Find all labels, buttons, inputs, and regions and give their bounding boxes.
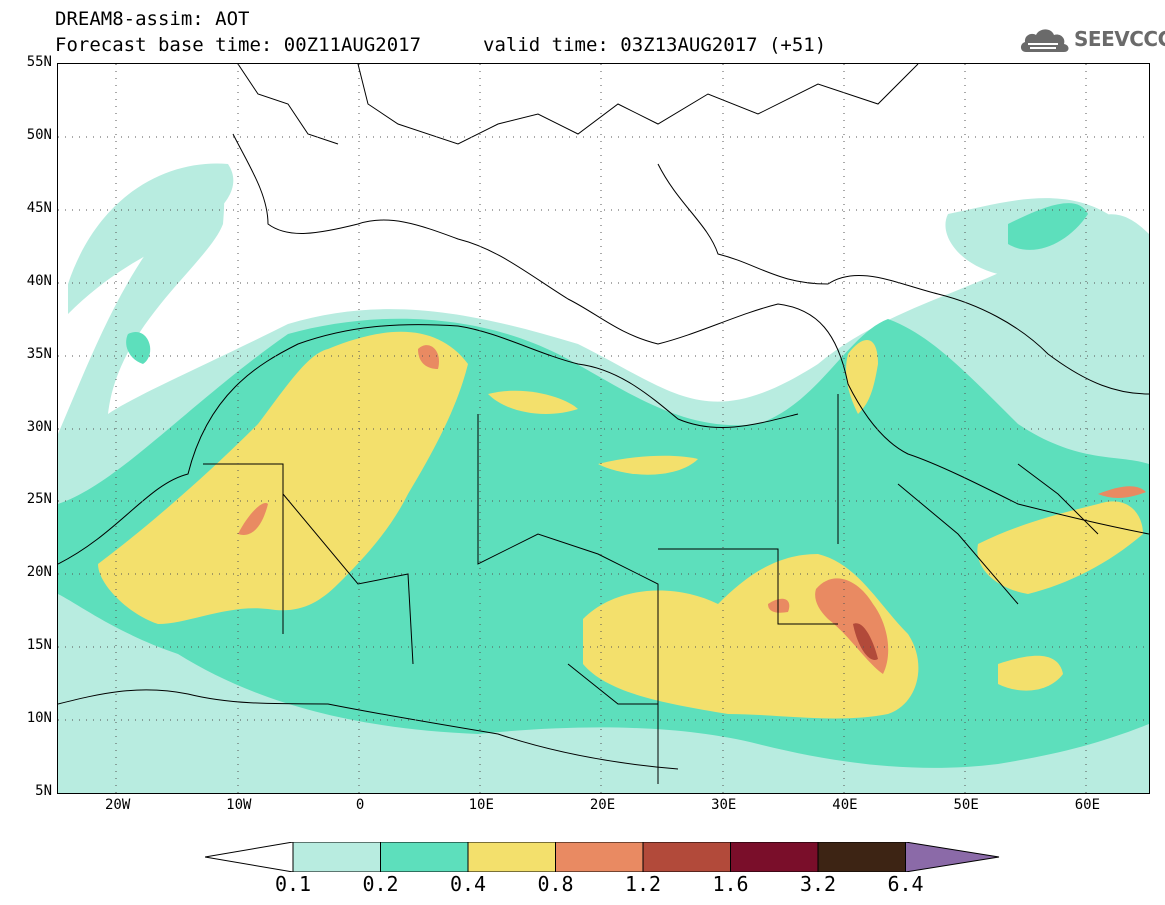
map-canvas xyxy=(57,63,1150,793)
country-boundaries xyxy=(57,63,1150,784)
colorbar-label: 0.2 xyxy=(362,872,399,896)
colorbar-max-arrow xyxy=(905,842,1000,872)
lat-label: 35N xyxy=(26,345,52,362)
lon-label: 20E xyxy=(589,797,616,813)
lon-label: 60E xyxy=(1074,797,1101,813)
colorbar-swatch xyxy=(642,842,731,872)
colorbar-swatch xyxy=(292,842,381,872)
colorbar-swatches xyxy=(205,842,1000,872)
lon-label: 50E xyxy=(953,797,979,813)
valid-time: valid time: 03Z13AUG2017 (+51) xyxy=(483,34,827,56)
colorbar-min-arrow xyxy=(205,842,294,872)
aot-contour-1.2-1.6 xyxy=(853,623,878,660)
aot-map xyxy=(57,63,1150,794)
lat-label: 15N xyxy=(26,637,52,654)
lat-label: 5N xyxy=(35,783,52,799)
lat-label: 55N xyxy=(26,54,52,70)
colorbar-label: 0.8 xyxy=(537,872,574,896)
lon-label: 10W xyxy=(226,797,252,813)
lon-label: 20W xyxy=(104,797,131,813)
lat-label: 45N xyxy=(26,199,52,216)
colorbar-label: 0.4 xyxy=(449,872,487,896)
colorbar-label: 1.2 xyxy=(624,872,662,896)
lat-label: 20N xyxy=(26,564,52,581)
colorbar-label: 6.4 xyxy=(887,872,924,896)
lon-label: 30E xyxy=(711,797,737,813)
colorbar-swatch xyxy=(467,842,556,872)
colorbar-label: 3.2 xyxy=(799,872,837,896)
colorbar-label: 1.6 xyxy=(712,872,749,896)
lon-label: 10E xyxy=(468,797,494,813)
lon-label: 0 xyxy=(355,797,365,813)
colorbar-swatch xyxy=(817,842,906,872)
colorbar-swatch xyxy=(555,842,644,872)
lat-label: 30N xyxy=(26,418,52,435)
lat-label: 50N xyxy=(26,126,52,143)
lat-label: 10N xyxy=(26,710,52,727)
lat-lon-gridlines xyxy=(58,64,1149,793)
forecast-time-line: Forecast base time: 00Z11AUG2017 valid ti… xyxy=(55,34,826,56)
cloud-icon xyxy=(1020,29,1069,52)
colorbar-swatch xyxy=(730,842,819,872)
seevccc-logo: SEEVCCC xyxy=(1018,24,1165,56)
lat-label: 25N xyxy=(26,491,52,508)
logo-text: SEEVCCC xyxy=(1074,27,1165,51)
aot-colorbar xyxy=(205,842,1000,872)
colorbar-swatch xyxy=(380,842,469,872)
colorbar-label: 0.1 xyxy=(274,872,312,896)
lat-label: 40N xyxy=(26,272,52,289)
lon-label: 40E xyxy=(832,797,858,813)
map-title: DREAM8-assim: AOT xyxy=(55,8,250,30)
forecast-base-time: Forecast base time: 00Z11AUG2017 xyxy=(55,34,422,56)
